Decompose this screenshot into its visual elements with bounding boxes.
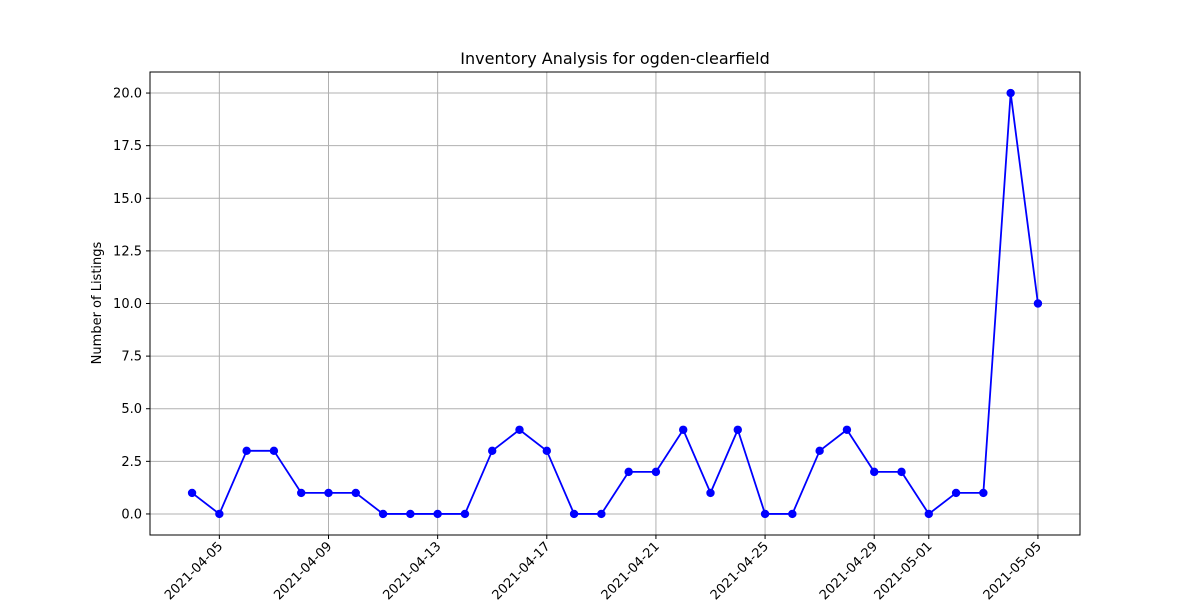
data-point — [187, 488, 197, 498]
data-point — [760, 509, 770, 519]
tick-labels: 0.0 2.5 5.0 7.5 10.0 12.5 15.0 17.5 20.0 2021-04-… — [113, 87, 1045, 600]
y-tick-label: 5.0 — [121, 402, 142, 417]
data-point — [979, 488, 988, 498]
data-point — [406, 509, 415, 519]
data-point — [788, 509, 797, 519]
x-tick-label: 2021-04-21 — [599, 539, 663, 600]
data-point — [297, 488, 306, 498]
y-tick-label: 15.0 — [113, 192, 142, 207]
data-point — [651, 467, 661, 477]
data-point — [733, 425, 742, 434]
x-tick-label: 2021-04-09 — [271, 539, 335, 600]
chart-title: Inventory Analysis for ogden-clearfield — [460, 49, 769, 68]
axes — [146, 71, 1081, 539]
x-tick-label: 2021-04-05 — [162, 539, 226, 600]
grid-lines — [150, 72, 1080, 535]
x-tick-label: 2021-05-01 — [872, 539, 936, 600]
data-point — [569, 509, 579, 519]
y-tick-label: 17.5 — [113, 139, 142, 154]
data-point — [624, 467, 633, 477]
data-point — [242, 446, 251, 456]
data-point — [597, 509, 606, 519]
y-axis-label: Number of Listings — [90, 241, 105, 364]
x-tick-label: 2021-04-13 — [380, 539, 444, 600]
y-tick-label: 7.5 — [121, 350, 142, 365]
y-tick-label: 20.0 — [113, 87, 142, 102]
data-point — [951, 488, 961, 498]
x-tick-label: 2021-04-17 — [490, 539, 554, 600]
data-point — [215, 509, 224, 519]
data-point — [378, 509, 388, 519]
plot-area-frame — [149, 71, 1081, 536]
x-tick-label: 2021-04-29 — [817, 539, 881, 600]
data-point — [870, 467, 879, 477]
x-tick-label: 2021-04-25 — [708, 539, 772, 600]
data-point — [706, 488, 715, 498]
data-point — [842, 425, 852, 434]
data-point — [460, 509, 470, 519]
data-point — [924, 509, 933, 519]
y-tick-label: 12.5 — [113, 244, 142, 259]
data-point — [269, 446, 279, 456]
y-tick-label: 0.0 — [121, 507, 142, 522]
data-point — [679, 425, 688, 434]
data-point — [1006, 88, 1015, 98]
series-layer — [187, 88, 1043, 519]
data-point — [324, 488, 333, 498]
data-point — [1033, 299, 1043, 308]
y-tick-label: 10.0 — [113, 297, 142, 312]
y-tick-label: 2.5 — [121, 455, 142, 470]
series-line — [191, 92, 1039, 515]
data-point — [488, 446, 497, 456]
x-tick-label: 2021-05-05 — [981, 539, 1045, 600]
data-point — [815, 446, 824, 456]
data-point — [515, 425, 524, 434]
data-point — [433, 509, 442, 519]
data-point — [351, 488, 360, 498]
data-point — [542, 446, 551, 456]
data-point — [897, 467, 906, 477]
